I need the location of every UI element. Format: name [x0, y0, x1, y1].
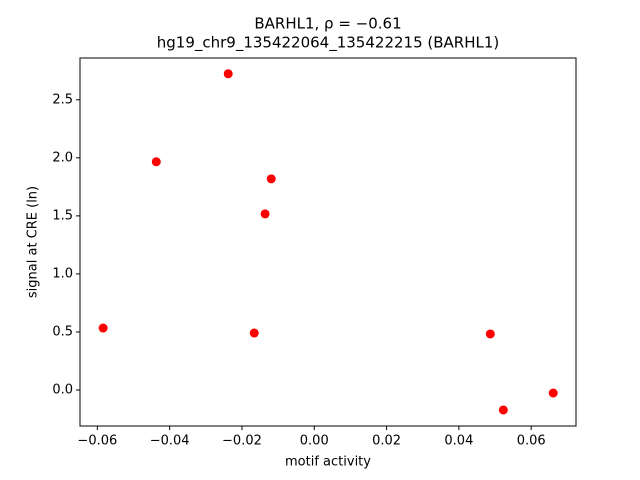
point: [498, 405, 508, 415]
plot-frame: [79, 57, 577, 427]
x-tick-label: −0.06: [77, 434, 117, 449]
x-tick-label: −0.04: [150, 434, 190, 449]
x-tick-label: 0.06: [517, 434, 546, 449]
y-tick-label: 1.5: [52, 208, 73, 223]
x-tick-label: −0.02: [222, 434, 262, 449]
y-tick-label: 1.0: [52, 266, 73, 281]
point: [260, 209, 270, 219]
y-axis-label: signal at CRE (ln): [26, 186, 41, 298]
y-tick-label: 0.5: [52, 324, 73, 339]
x-tick-label: 0.04: [444, 434, 473, 449]
y-tick-label: 0.0: [52, 383, 73, 398]
x-tick-label: 0.02: [372, 434, 401, 449]
y-tick-label: 2.0: [52, 150, 73, 165]
x-tick-label: 0.00: [300, 434, 329, 449]
point: [223, 69, 233, 79]
point: [98, 323, 108, 333]
point: [266, 174, 276, 184]
x-axis-label: motif activity: [285, 455, 371, 470]
y-tick-label: 2.5: [52, 92, 73, 107]
chart-title: BARHL1, ρ = −0.61: [254, 15, 401, 33]
point: [548, 388, 558, 398]
point: [249, 328, 259, 338]
chart-subtitle: hg19_chr9_135422064_135422215 (BARHL1): [157, 34, 500, 53]
point: [485, 329, 495, 339]
point: [151, 157, 161, 167]
